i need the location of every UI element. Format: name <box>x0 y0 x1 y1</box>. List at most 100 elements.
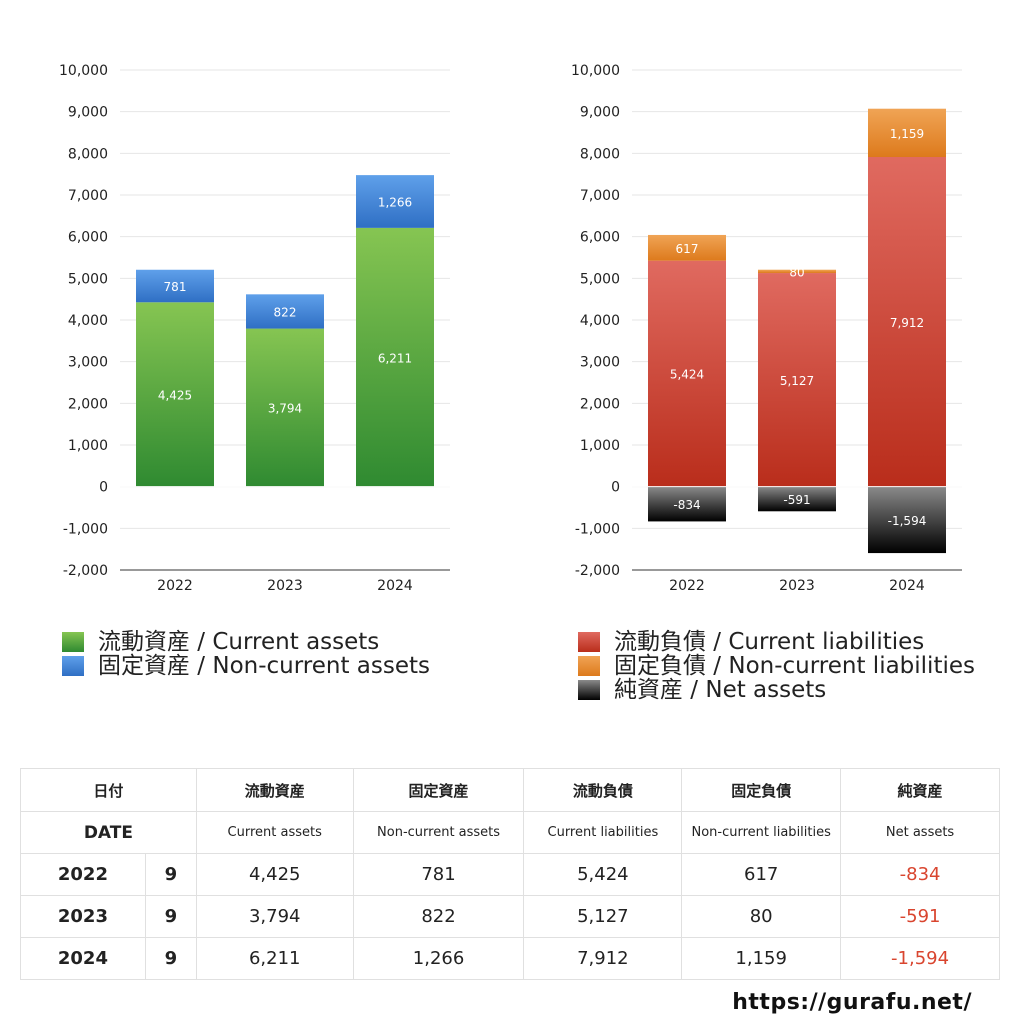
liabilities-y-tick-label: 0 <box>611 480 620 496</box>
table-subheader-row: DATE Current assets Non-current assets C… <box>20 811 1000 854</box>
table-row: 2024 9 6,211 1,266 7,912 1,159 -1,594 <box>20 937 1000 980</box>
assets-y-tick-label: 5,000 <box>68 271 108 287</box>
legend-label-current-liabilities: 流動負債 / Current liabilities <box>614 629 925 655</box>
legend-item-noncurrent-assets: 固定資産 / Non-current assets <box>62 654 430 678</box>
liabilities-y-tick-label: 5,000 <box>580 271 620 287</box>
legend-item-current-assets: 流動資産 / Current assets <box>62 630 430 654</box>
liabilities-data-label: 5,424 <box>670 368 704 382</box>
assets-y-tick-label: -1,000 <box>63 521 108 537</box>
assets-bar-2023-series-1 <box>246 294 324 329</box>
assets-y-tick-label: 9,000 <box>68 105 108 121</box>
header-current-liabilities: 流動負債 <box>523 768 683 812</box>
legend-item-net-assets: 純資産 / Net assets <box>578 678 975 702</box>
liabilities-bar-2022-series-1 <box>648 234 726 261</box>
legend-label-noncurrent-assets: 固定資産 / Non-current assets <box>98 653 431 679</box>
liabilities-data-label: -1,594 <box>888 514 927 528</box>
liabilities-bar-2024-series-1 <box>868 108 946 157</box>
cell-noncurrent-assets: 1,266 <box>352 937 525 980</box>
liabilities-bar-2023-series-2 <box>758 486 836 512</box>
header-noncurrent-liabilities: 固定負債 <box>681 768 842 812</box>
header-net-assets: 純資産 <box>840 768 1000 812</box>
liabilities-y-tick-label: 6,000 <box>580 230 620 246</box>
legend-item-noncurrent-liabilities: 固定負債 / Non-current liabilities <box>578 654 975 678</box>
subheader-noncurrent-liabilities: Non-current liabilities <box>681 811 842 854</box>
assets-y-tick-label: 8,000 <box>68 146 108 162</box>
summary-table: 日付 流動資産 固定資産 流動負債 固定負債 純資産 DATE Current … <box>20 768 1000 980</box>
assets-y-tick-label: -2,000 <box>63 563 108 579</box>
liabilities-bar-2024-series-2 <box>868 486 946 554</box>
liabilities-y-tick-label: 9,000 <box>580 105 620 121</box>
assets-x-axis: 2022 2023 2024 <box>157 578 413 594</box>
legend-swatch-noncurrent-liabilities <box>578 656 600 676</box>
table-header-row: 日付 流動資産 固定資産 流動負債 固定負債 純資産 <box>20 768 1000 812</box>
legend-swatch-noncurrent-assets <box>62 656 84 676</box>
liabilities-data-label: -834 <box>673 498 700 512</box>
table-row: 2022 9 4,425 781 5,424 617 -834 <box>20 853 1000 896</box>
table-row: 2023 9 3,794 822 5,127 80 -591 <box>20 895 1000 938</box>
liabilities-y-tick-label: 7,000 <box>580 188 620 204</box>
liabilities-y-tick-label: -2,000 <box>575 563 620 579</box>
assets-data-label: 822 <box>274 305 297 319</box>
assets-data-label: 781 <box>164 280 187 294</box>
liabilities-data-label: 617 <box>676 242 699 256</box>
assets-data-label: 1,266 <box>378 196 412 210</box>
assets-y-tick-label: 3,000 <box>68 355 108 371</box>
liabilities-y-tick-label: 8,000 <box>580 146 620 162</box>
liabilities-bar-2022-series-2 <box>648 486 726 522</box>
assets-y-tick-label: 1,000 <box>68 438 108 454</box>
liabilities-y-tick-label: 2,000 <box>580 396 620 412</box>
row-year: 2023 <box>20 895 146 938</box>
assets-x-tick-label: 2022 <box>157 578 193 594</box>
assets-bar-2022-series-0 <box>136 302 214 487</box>
assets-x-tick-label: 2024 <box>377 578 413 594</box>
assets-bar-2024-series-1 <box>356 175 434 228</box>
cell-current-assets: 6,211 <box>195 937 354 980</box>
header-noncurrent-assets: 固定資産 <box>352 768 525 812</box>
liabilities-y-tick-label: -1,000 <box>575 521 620 537</box>
assets-bar-2023-series-0 <box>246 328 324 487</box>
assets-y-tick-label: 10,000 <box>59 63 108 79</box>
legend-swatch-current-liabilities <box>578 632 600 652</box>
liabilities-bar-2023-series-1 <box>758 269 836 274</box>
assets-chart: 10,000 9,000 8,000 7,000 6,000 5,000 4,000 3,00… <box>59 63 450 594</box>
cell-current-assets: 3,794 <box>195 895 354 938</box>
cell-noncurrent-assets: 781 <box>352 853 525 896</box>
subheader-net-assets: Net assets <box>840 811 1000 854</box>
liabilities-bar-2024-series-0 <box>868 157 946 487</box>
cell-current-liabilities: 7,912 <box>523 937 683 980</box>
site-url[interactable]: https://gurafu.net/ <box>732 990 972 1015</box>
assets-bar-2022-series-1 <box>136 269 214 303</box>
legend-label-noncurrent-liabilities: 固定負債 / Non-current liabilities <box>614 653 975 679</box>
assets-y-axis: 10,000 9,000 8,000 7,000 6,000 5,000 4,000 3,00… <box>59 63 108 579</box>
assets-y-tick-label: 0 <box>99 480 108 496</box>
row-year: 2022 <box>20 853 146 896</box>
cell-net-assets: -1,594 <box>840 937 1000 980</box>
assets-x-tick-label: 2023 <box>267 578 303 594</box>
row-month: 9 <box>144 895 197 938</box>
subheader-noncurrent-assets: Non-current assets <box>352 811 525 854</box>
liabilities-bar-2022-series-0 <box>648 260 726 487</box>
liabilities-legend: 流動負債 / Current liabilities 固定負債 / Non-cu… <box>578 630 975 702</box>
cell-noncurrent-liabilities: 80 <box>681 895 842 938</box>
cell-noncurrent-liabilities: 617 <box>681 853 842 896</box>
liabilities-x-tick-label: 2023 <box>779 578 815 594</box>
subheader-current-assets: Current assets <box>195 811 354 854</box>
liabilities-y-tick-label: 4,000 <box>580 313 620 329</box>
liabilities-data-label: 5,127 <box>780 374 814 388</box>
liabilities-y-tick-label: 10,000 <box>571 63 620 79</box>
cell-current-assets: 4,425 <box>195 853 354 896</box>
legend-label-current-assets: 流動資産 / Current assets <box>98 629 380 655</box>
cell-current-liabilities: 5,424 <box>523 853 683 896</box>
liabilities-y-tick-label: 1,000 <box>580 438 620 454</box>
subheader-date: DATE <box>20 811 197 854</box>
liabilities-x-tick-label: 2024 <box>889 578 925 594</box>
legend-label-net-assets: 純資産 / Net assets <box>614 677 827 703</box>
legend-swatch-net-assets <box>578 680 600 700</box>
liabilities-data-label: 7,912 <box>890 316 924 330</box>
row-month: 9 <box>144 937 197 980</box>
liabilities-data-label: 80 <box>789 265 804 279</box>
liabilities-chart: 10,000 9,000 8,000 7,000 6,000 5,000 4,000 3,00… <box>571 63 962 594</box>
assets-bar-2024-series-0 <box>356 227 434 487</box>
liabilities-y-axis: 10,000 9,000 8,000 7,000 6,000 5,000 4,000 3,00… <box>571 63 620 579</box>
liabilities-data-label: -591 <box>783 493 810 507</box>
